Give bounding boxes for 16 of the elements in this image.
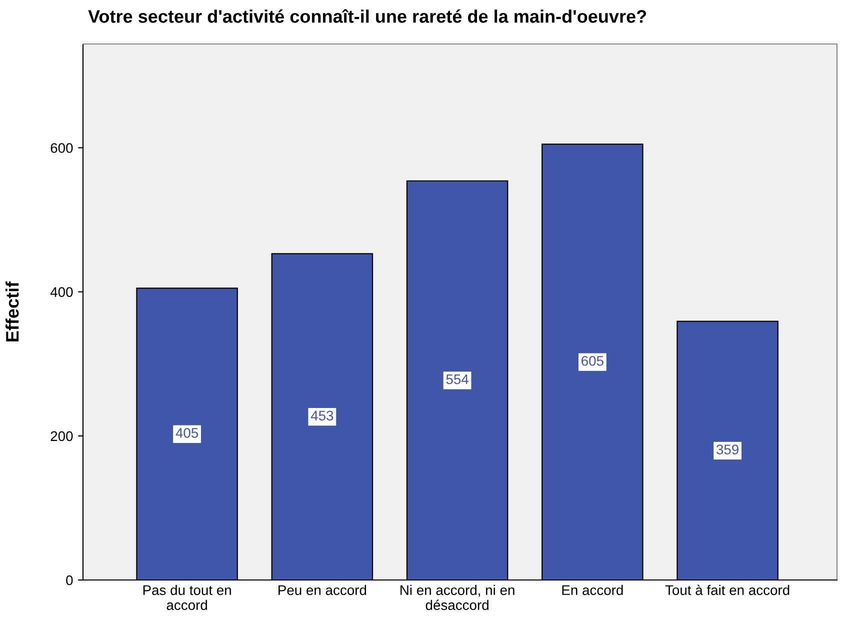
y-tick-label: 0 [66, 575, 73, 586]
data-label: 405 [176, 428, 198, 438]
y-tick-label: 600 [50, 143, 73, 153]
x-tick-label: Peu en accord [278, 584, 366, 596]
x-tick-label: Tout à fait en accord [665, 584, 790, 596]
data-label: 554 [446, 374, 468, 384]
y-axis-title: Effectif [6, 281, 19, 342]
data-label: 453 [310, 410, 334, 421]
y-tick-label: 200 [50, 431, 73, 442]
x-tick-label: Pas du tout en accord [143, 584, 231, 610]
x-tick-label: Ni en accord, ni en désaccord [400, 584, 514, 610]
x-tick-label: En accord [562, 584, 623, 596]
chart-title: Votre secteur d'activité connaît-il une rareté de la main-d'oeuvre? [88, 9, 646, 23]
data-label: 605 [582, 356, 604, 366]
data-label: 359 [716, 444, 738, 454]
y-tick-label: 400 [50, 287, 73, 297]
